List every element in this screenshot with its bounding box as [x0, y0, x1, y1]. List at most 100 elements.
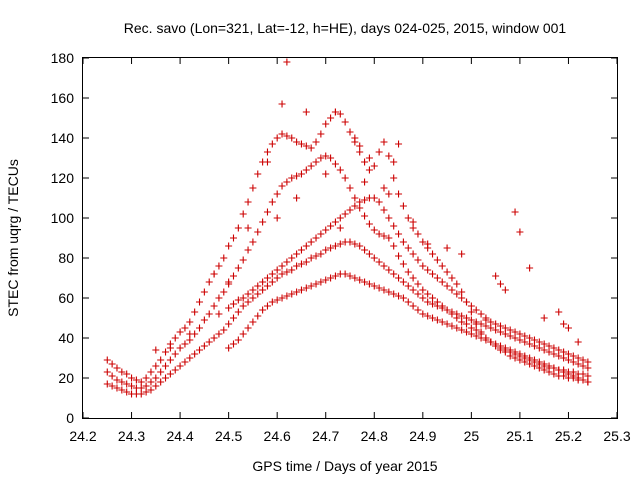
data-point [540, 314, 548, 322]
data-point [560, 348, 568, 356]
data-point [307, 282, 315, 290]
data-point [453, 310, 461, 318]
data-point [535, 338, 543, 346]
data-point [239, 330, 247, 338]
data-point [424, 312, 432, 320]
data-point [322, 120, 330, 128]
data-points [103, 58, 592, 398]
data-point [438, 318, 446, 326]
data-point [234, 308, 242, 316]
data-point [545, 342, 553, 350]
data-point [370, 194, 378, 202]
data-point [467, 324, 475, 332]
data-point [225, 320, 233, 328]
data-point [540, 346, 548, 354]
data-point [463, 328, 471, 336]
data-point [103, 356, 111, 364]
y-tick-label: 120 [51, 170, 75, 186]
data-point [463, 320, 471, 328]
data-point [530, 336, 538, 344]
data-point [399, 238, 407, 246]
data-point [365, 166, 373, 174]
data-point [458, 294, 466, 302]
data-point [128, 382, 136, 390]
data-point [375, 230, 383, 238]
data-point [453, 324, 461, 332]
data-point [399, 260, 407, 268]
data-point [545, 348, 553, 356]
data-point [555, 366, 563, 374]
data-point [482, 322, 490, 330]
data-point [438, 304, 446, 312]
data-point [312, 252, 320, 260]
data-point [443, 244, 451, 252]
data-point [336, 214, 344, 222]
data-point [535, 364, 543, 372]
data-point [176, 344, 184, 352]
data-point [278, 130, 286, 138]
data-point [429, 250, 437, 258]
data-point [166, 356, 174, 364]
data-point [147, 368, 155, 376]
data-point [297, 286, 305, 294]
data-point [501, 324, 509, 332]
data-point [521, 338, 529, 346]
data-point [259, 286, 267, 294]
data-point [171, 334, 179, 342]
data-point [545, 362, 553, 370]
data-point [375, 284, 383, 292]
data-point [492, 340, 500, 348]
data-point [263, 148, 271, 156]
x-tick-label: 24.9 [409, 428, 436, 444]
data-point [244, 290, 252, 298]
x-axis: 24.2 24.3 24.4 24.5 24.6 24.7 24.8 24.9 25 25.1 25… [69, 58, 631, 444]
data-point [487, 324, 495, 332]
data-point [380, 138, 388, 146]
data-point [249, 294, 257, 302]
data-point [356, 242, 364, 250]
data-point [239, 210, 247, 218]
data-point [307, 144, 315, 152]
data-point [293, 262, 301, 270]
data-point [395, 230, 403, 238]
data-point [443, 320, 451, 328]
data-point [225, 304, 233, 312]
x-axis-label: GPS time / Days of year 2015 [252, 458, 437, 474]
data-point [239, 256, 247, 264]
data-point [239, 302, 247, 310]
data-point [273, 296, 281, 304]
data-point [142, 382, 150, 390]
data-point [322, 170, 330, 178]
data-point [249, 318, 257, 326]
data-point [113, 376, 121, 384]
data-point [254, 290, 262, 298]
data-point [511, 208, 519, 216]
data-point [429, 294, 437, 302]
data-point [312, 234, 320, 242]
data-point [157, 356, 165, 364]
data-point [414, 290, 422, 298]
data-point [186, 318, 194, 326]
x-tick-label: 24.7 [312, 428, 339, 444]
x-tick-label: 25 [464, 428, 480, 444]
data-point [234, 336, 242, 344]
data-point [351, 274, 359, 282]
data-point [477, 310, 485, 318]
data-point [331, 272, 339, 280]
data-point [283, 58, 291, 66]
data-point [496, 280, 504, 288]
data-point [307, 254, 315, 262]
data-point [278, 270, 286, 278]
data-point [186, 354, 194, 362]
data-point [424, 298, 432, 306]
data-point [259, 306, 267, 314]
data-point [472, 306, 480, 314]
data-point [448, 322, 456, 330]
data-point [385, 234, 393, 242]
data-point [458, 288, 466, 296]
data-point [302, 242, 310, 250]
data-point [443, 268, 451, 276]
data-point [579, 362, 587, 370]
data-point [268, 278, 276, 286]
data-point [579, 370, 587, 378]
